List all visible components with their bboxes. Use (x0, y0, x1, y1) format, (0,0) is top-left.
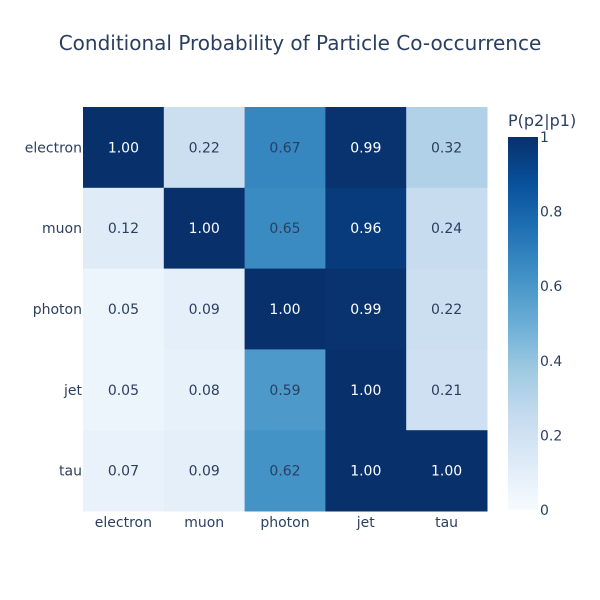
cell-value-label: 0.09 (189, 302, 220, 318)
colorbar-tick-label: 0 (540, 503, 549, 519)
cell-value-label: 1.00 (269, 302, 300, 318)
cell-value-label: 0.65 (269, 221, 300, 237)
heatmap-cell (244, 107, 326, 189)
cell-value-label: 0.32 (431, 140, 462, 156)
x-tick-label: muon (184, 515, 224, 531)
heatmap-cell (325, 430, 407, 512)
heatmap-cell (163, 268, 246, 350)
heatmap-cell (83, 349, 165, 431)
cell-value-label: 0.96 (350, 221, 381, 237)
heatmap-cell (83, 107, 165, 189)
cell-value-label: 0.08 (189, 383, 220, 399)
x-tick-label: photon (260, 515, 309, 531)
cell-value-label: 1.00 (108, 140, 139, 156)
cell-value-label: 1.00 (189, 221, 220, 237)
cell-value-label: 0.21 (431, 383, 462, 399)
cell-value-label: 0.62 (269, 464, 300, 480)
cell-value-label: 0.22 (431, 302, 462, 318)
cell-value-label: 1.00 (350, 383, 381, 399)
heatmap-cell (83, 430, 165, 512)
heatmap-cell (406, 187, 488, 270)
cell-value-label: 0.07 (108, 464, 139, 480)
x-tick-label: tau (435, 515, 458, 531)
heatmap-cell (83, 268, 165, 350)
heatmap-cell (163, 430, 246, 512)
colorbar-tick-label: 1 (540, 130, 549, 146)
cell-value-label: 0.12 (108, 221, 139, 237)
heatmap-cell (244, 349, 326, 431)
colorbar (508, 137, 538, 510)
y-tick-label: muon (42, 221, 82, 237)
y-tick-label: photon (33, 302, 82, 318)
heatmap-cell (406, 430, 488, 512)
heatmap-cell (325, 187, 407, 270)
heatmap-cell (244, 430, 326, 512)
heatmap-cell (163, 349, 246, 431)
colorbar-title: P(p2|p1) (508, 111, 576, 130)
heatmap-cell (163, 107, 246, 189)
heatmap-cell (244, 187, 326, 270)
y-tick-label: jet (63, 383, 83, 399)
cell-value-label: 0.59 (269, 383, 300, 399)
heatmap-cell (406, 268, 488, 350)
heatmap-cell (244, 268, 326, 350)
heatmap-cell (325, 268, 407, 350)
y-tick-label: tau (59, 464, 82, 480)
heatmap-cells: 1.00 0.22 0.67 0.99 0.32 0.12 1.00 0.65 0.96 0.24… (83, 107, 488, 512)
colorbar-ticks: 0 0.2 0.4 0.6 0.8 1 (540, 130, 562, 519)
x-tick-label: jet (356, 515, 376, 531)
cell-value-label: 0.05 (108, 383, 139, 399)
cell-value-label: 0.67 (269, 140, 300, 156)
heatmap-cell (163, 187, 246, 270)
colorbar-tick-label: 0.2 (540, 428, 562, 444)
cell-value-label: 0.99 (350, 302, 381, 318)
cell-value-label: 0.09 (189, 464, 220, 480)
y-tick-label: electron (25, 140, 82, 156)
colorbar-tick-label: 0.8 (540, 205, 562, 221)
cell-value-label: 0.24 (431, 221, 462, 237)
cell-value-label: 0.22 (189, 140, 220, 156)
heatmap-cell (406, 107, 488, 189)
colorbar-tick-label: 0.6 (540, 279, 562, 295)
colorbar-tick-label: 0.4 (540, 354, 562, 370)
cell-value-label: 1.00 (350, 464, 381, 480)
cell-value-label: 0.99 (350, 140, 381, 156)
cell-value-label: 0.05 (108, 302, 139, 318)
cell-value-label: 1.00 (431, 464, 462, 480)
heatmap-cell (83, 187, 165, 270)
chart-title: Conditional Probability of Particle Co-o… (59, 31, 542, 55)
x-axis-ticks: electron muon photon jet tau (95, 515, 458, 531)
heatmap-cell (406, 349, 488, 431)
heatmap-cell (325, 349, 407, 431)
y-axis-ticks: electron muon photon jet tau (25, 140, 83, 479)
heatmap-cell (325, 107, 407, 189)
x-tick-label: electron (95, 515, 152, 531)
